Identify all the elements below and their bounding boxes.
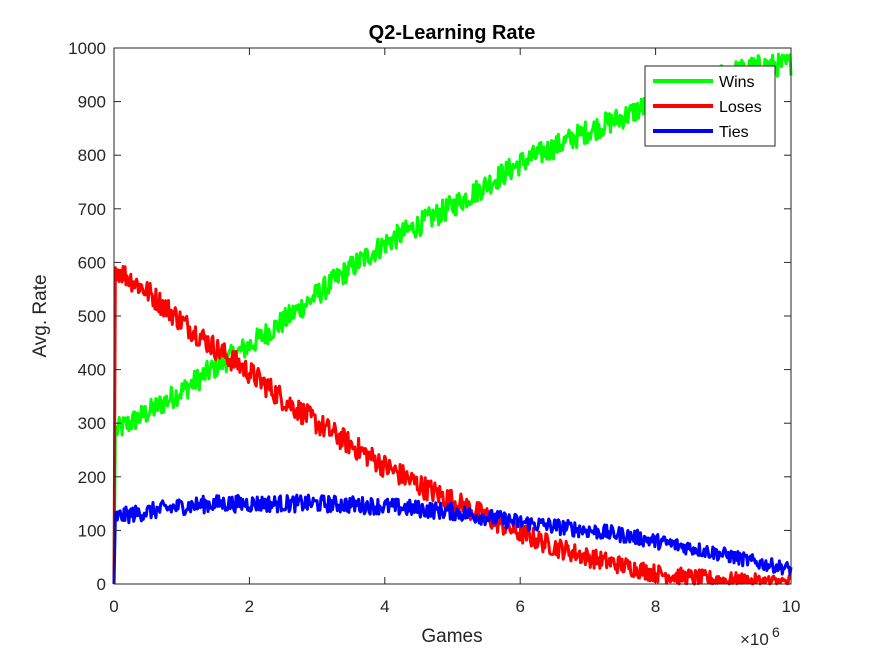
x-tick-label: 10 bbox=[782, 597, 801, 616]
x-axis-label: Games bbox=[421, 626, 482, 647]
y-tick-label: 1000 bbox=[68, 39, 106, 58]
legend: Wins Loses Ties bbox=[644, 65, 776, 147]
x-tick-label: 0 bbox=[109, 597, 118, 616]
x-tick-label: 4 bbox=[380, 597, 389, 616]
y-tick-label: 500 bbox=[78, 307, 106, 326]
y-tick-label: 300 bbox=[78, 414, 106, 433]
y-tick-label: 700 bbox=[78, 200, 106, 219]
legend-label-ties: Ties bbox=[719, 124, 749, 141]
chart-title: Q2-Learning Rate bbox=[369, 22, 536, 44]
x-tick-label: 2 bbox=[245, 597, 254, 616]
x-exponent-label: ×10 6 bbox=[740, 624, 780, 649]
x-tick-label: 6 bbox=[515, 597, 524, 616]
x-exponent-power: 6 bbox=[772, 624, 780, 640]
x-tick-label: 8 bbox=[651, 597, 660, 616]
y-tick-label: 400 bbox=[78, 361, 106, 380]
y-tick-label: 100 bbox=[78, 521, 106, 540]
x-exponent-base: ×10 bbox=[740, 630, 769, 649]
x-axis-ticks: 0 2 4 6 8 10 bbox=[109, 48, 800, 616]
y-tick-label: 600 bbox=[78, 253, 106, 272]
legend-label-loses: Loses bbox=[719, 99, 762, 116]
y-tick-label: 200 bbox=[78, 468, 106, 487]
series-line-ties bbox=[112, 493, 793, 585]
y-tick-label: 800 bbox=[78, 146, 106, 165]
y-axis-label: Avg. Rate bbox=[30, 274, 51, 357]
y-axis-ticks: 0 100 200 300 400 500 600 700 800 900 1000 bbox=[68, 39, 791, 594]
y-tick-label: 0 bbox=[97, 575, 106, 594]
legend-label-wins: Wins bbox=[719, 74, 755, 91]
y-tick-label: 900 bbox=[78, 93, 106, 112]
